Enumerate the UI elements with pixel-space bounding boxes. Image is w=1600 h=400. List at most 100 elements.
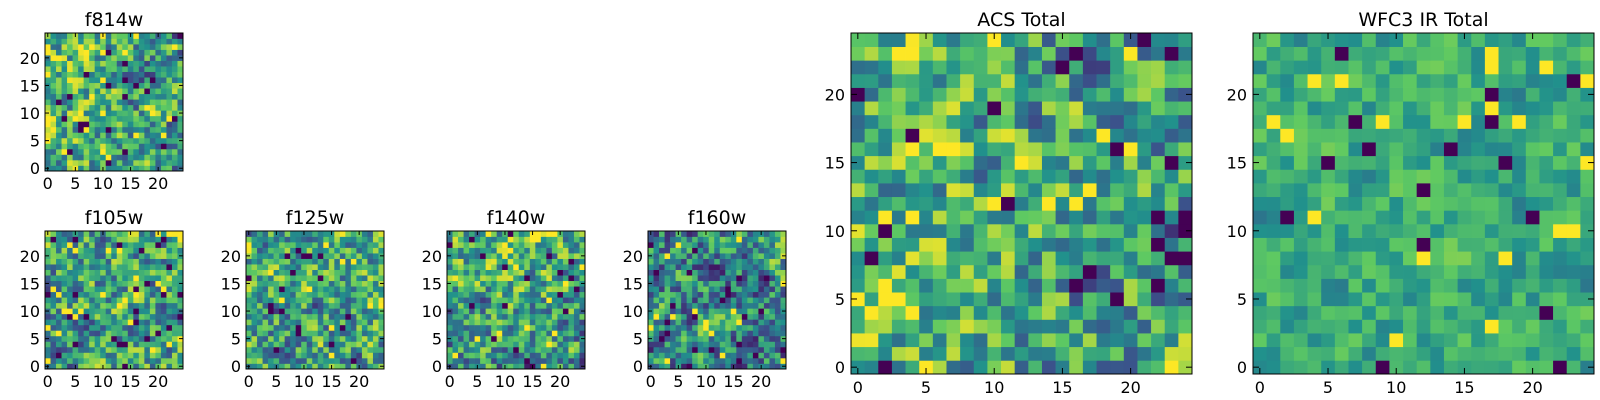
- heatmap-cell: [579, 258, 586, 265]
- heatmap-cell: [284, 324, 291, 331]
- heatmap-cell: [1566, 169, 1581, 184]
- heatmap-cell: [518, 242, 525, 248]
- heatmap-cell: [1137, 251, 1152, 266]
- heatmap-cell: [1553, 305, 1568, 320]
- heatmap-cell: [155, 242, 162, 248]
- heatmap-cell: [171, 121, 178, 128]
- heatmap-cell: [568, 264, 575, 270]
- heatmap-cell: [116, 121, 123, 128]
- heatmap-cell: [155, 330, 162, 337]
- heatmap-cell: [1110, 251, 1125, 266]
- heatmap-cell: [105, 242, 112, 248]
- heatmap-cell: [447, 319, 453, 326]
- heatmap-cell: [105, 247, 112, 254]
- heatmap-cell: [144, 324, 151, 331]
- heatmap-cell: [1566, 210, 1581, 225]
- heatmap-cell: [45, 352, 51, 359]
- heatmap-cell: [774, 313, 781, 320]
- heatmap-cell: [1512, 346, 1527, 361]
- heatmap-cell: [659, 352, 665, 359]
- heatmap-cell: [1430, 114, 1445, 129]
- heatmap-cell: [1389, 101, 1404, 116]
- heatmap-cell: [987, 60, 1002, 75]
- heatmap-cell: [681, 264, 687, 270]
- heatmap-cell: [747, 302, 754, 309]
- heatmap-cell: [1055, 210, 1070, 225]
- heatmap-cell: [670, 242, 676, 248]
- heatmap-cell: [100, 38, 107, 45]
- heatmap-cell: [246, 357, 252, 364]
- heatmap-cell: [339, 236, 346, 243]
- heatmap-cell: [681, 335, 687, 342]
- heatmap-cell: [1253, 73, 1267, 88]
- heatmap-cell: [752, 280, 759, 287]
- heatmap-cell: [127, 55, 134, 61]
- heatmap-cell: [1484, 128, 1499, 143]
- heatmap-cell: [133, 165, 140, 172]
- heatmap-cell: [334, 313, 341, 320]
- heatmap-cell: [973, 128, 988, 143]
- heatmap-cell: [56, 33, 62, 39]
- heatmap-cell: [546, 319, 553, 326]
- heatmap-cell: [290, 341, 297, 348]
- heatmap-cell: [155, 38, 162, 45]
- heatmap-cell: [273, 264, 280, 270]
- heatmap-cell: [45, 143, 51, 150]
- heatmap-cell: [166, 66, 173, 72]
- heatmap-cell: [741, 231, 748, 237]
- heatmap-cell: [725, 297, 732, 304]
- heatmap-cell: [56, 44, 62, 50]
- heatmap-cell: [714, 341, 721, 348]
- heatmap-cell: [89, 236, 96, 243]
- heatmap-cell: [1164, 278, 1179, 293]
- heatmap-cell: [61, 60, 68, 67]
- heatmap-cell: [78, 137, 84, 144]
- heatmap-cell: [144, 77, 151, 84]
- heatmap-cell: [730, 286, 737, 293]
- heatmap-cell: [502, 319, 509, 326]
- heatmap-cell: [675, 335, 682, 342]
- heatmap-cell: [367, 242, 374, 248]
- heatmap-cell: [144, 335, 151, 342]
- heatmap-cell: [177, 269, 184, 276]
- heatmap-cell: [758, 253, 765, 259]
- heatmap-cell: [1484, 237, 1499, 252]
- heatmap-cell: [703, 236, 710, 243]
- heatmap-cell: [557, 286, 564, 293]
- y-tick-label: 10: [20, 104, 40, 123]
- heatmap-cell: [741, 346, 748, 353]
- heatmap-cell: [557, 313, 564, 320]
- heatmap-cell: [653, 247, 660, 254]
- heatmap-cell: [758, 286, 765, 293]
- heatmap-cell: [1253, 210, 1267, 225]
- heatmap-cell: [378, 258, 385, 265]
- heatmap-cell: [127, 148, 134, 155]
- heatmap-cell: [741, 352, 748, 359]
- heatmap-cell: [177, 302, 184, 309]
- heatmap-cell: [122, 302, 129, 309]
- heatmap-cell: [67, 66, 73, 72]
- heatmap-cell: [919, 128, 934, 143]
- heatmap-cell: [1403, 101, 1418, 116]
- heatmap-cell: [535, 313, 542, 320]
- heatmap-cell: [257, 242, 263, 248]
- heatmap-cell: [116, 38, 123, 45]
- heatmap-cell: [138, 71, 145, 78]
- heatmap-cell: [752, 335, 759, 342]
- heatmap-cell: [138, 269, 145, 276]
- y-tick-label: 0: [30, 159, 40, 178]
- heatmap-cell: [127, 38, 134, 45]
- heatmap-cell: [372, 291, 379, 298]
- heatmap-cell: [116, 363, 123, 370]
- heatmap-cell: [686, 319, 693, 326]
- heatmap-cell: [323, 269, 330, 276]
- heatmap-cell: [1471, 346, 1486, 361]
- heatmap-cell: [932, 33, 947, 47]
- heatmap-cell: [1539, 142, 1554, 157]
- heatmap-cell: [1348, 333, 1363, 348]
- heatmap-cell: [507, 302, 514, 309]
- heatmap-cell: [339, 330, 346, 337]
- heatmap-cell: [491, 357, 498, 364]
- heatmap-cell: [350, 308, 357, 315]
- heatmap-cell: [469, 335, 475, 342]
